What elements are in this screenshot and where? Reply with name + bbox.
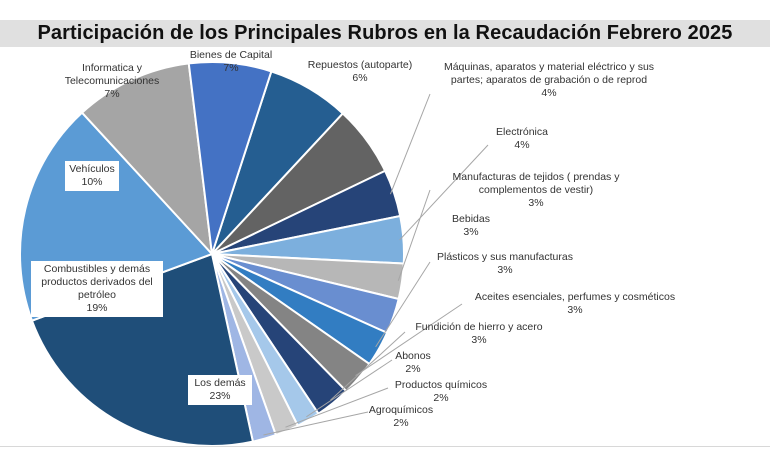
slice-label-vehiculos: Vehículos 10% xyxy=(69,163,115,188)
leader-line-maquinas-aparatos-y-material-electrico-y-sus-partes-aparatos-de-grabacion-o-de-reprod xyxy=(389,93,431,195)
pie-slices xyxy=(19,61,405,447)
leader-line-manufacturas-de-tejidos-prendas-y-complementos-de-vestir xyxy=(397,189,431,281)
slice-label-repuestos-autoparte: Repuestos (autoparte) 6% xyxy=(308,59,412,84)
slice-labels: Bienes de Capital 7% Repuestos (autoparte)… xyxy=(31,49,675,429)
slice-label-plasticos-y-sus-manufacturas: Plásticos y sus manufacturas 3% xyxy=(437,251,573,276)
slice-label-abonos: Abonos 2% xyxy=(395,350,431,375)
leader-line-plasticos-y-sus-manufacturas xyxy=(375,261,431,348)
leader-line-abonos xyxy=(306,359,393,418)
slice-label-manufacturas-de-tejidos-prendas-y-complementos-de-vestir: Manufacturas de tejidos ( prendas y compl… xyxy=(453,171,621,209)
slice-label-agroquimicos: Agroquímicos 2% xyxy=(369,404,433,429)
slice-label-combustibles-y-demas-productos-derivados-del-petroleo: Combustibles y demás productos derivados … xyxy=(41,263,153,314)
slice-label-maquinas-aparatos-y-material-electrico-y-sus-partes-aparatos-de-grabacion-o-de-reprod: Máquinas, aparatos y material eléctrico … xyxy=(444,61,654,99)
slice-label-aceites-esenciales-perfumes-y-cosmeticos: Aceites esenciales, perfumes y cosmético… xyxy=(475,291,675,316)
slice-label-informatica-y-telecomunicaciones: Informatica y Telecomunicaciones 7% xyxy=(65,62,160,100)
bottom-rule xyxy=(0,446,770,447)
pie-slice-informatica-y-telecomunicaciones xyxy=(187,61,273,255)
slice-label-los-demas: Los demás 23% xyxy=(194,377,245,402)
slice-label-box-combustibles-y-demas-productos-derivados-del-petroleo xyxy=(31,261,163,317)
slice-label-productos-quimicos: Productos químicos 2% xyxy=(395,379,487,404)
slice-label-box-los-demas xyxy=(188,375,252,405)
leader-line-aceites-esenciales-perfumes-y-cosmeticos xyxy=(355,303,463,377)
slice-label-fundicion-de-hierro-y-acero: Fundición de hierro y acero 3% xyxy=(415,321,542,346)
leader-lines xyxy=(263,93,489,436)
slice-label-bienes-de-capital: Bienes de Capital 7% xyxy=(190,49,272,74)
title-bar xyxy=(0,20,770,47)
leader-line-agroquimicos xyxy=(263,411,369,436)
leader-line-electronica xyxy=(399,144,489,241)
leader-line-productos-quimicos xyxy=(285,387,389,428)
leader-line-fundicion-de-hierro-y-acero xyxy=(330,331,406,401)
chart-title: Participación de los Principales Rubros … xyxy=(37,22,733,44)
slice-label-box-vehiculos xyxy=(65,161,119,191)
pie-slice-vehiculos xyxy=(80,62,214,257)
slice-label-electronica: Electrónica 4% xyxy=(496,126,548,151)
slice-label-bebidas: Bebidas 3% xyxy=(452,213,490,238)
